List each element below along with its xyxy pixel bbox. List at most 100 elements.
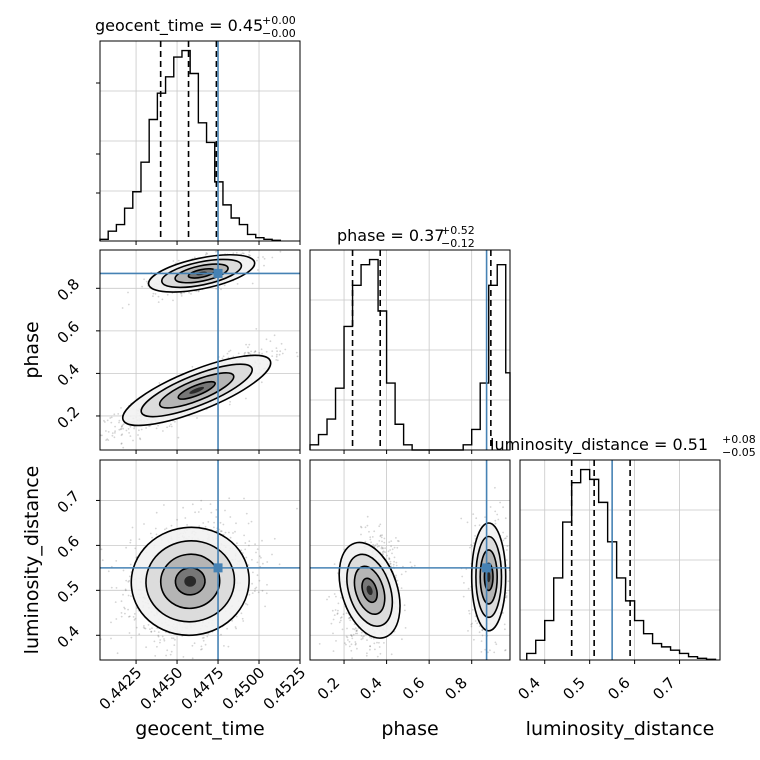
panel-frame	[519, 459, 721, 661]
sample-point	[489, 506, 492, 508]
sample-point	[279, 250, 282, 253]
sample-point	[489, 649, 491, 652]
sample-point	[255, 551, 257, 554]
sample-point	[253, 351, 256, 354]
sample-point	[248, 251, 251, 253]
sample-point	[234, 530, 236, 533]
panel-frame	[99, 40, 301, 242]
title-phase-plus: +0.52	[441, 224, 475, 237]
sample-point	[127, 291, 129, 294]
sample-point	[200, 508, 203, 510]
sample-point	[366, 639, 368, 641]
sample-point	[378, 525, 381, 528]
sample-point	[466, 521, 469, 524]
sample-point	[255, 328, 258, 330]
sample-point	[127, 615, 130, 618]
sample-point	[265, 592, 268, 595]
sample-point	[247, 352, 250, 355]
sample-point	[278, 353, 281, 356]
sample-point	[244, 548, 247, 551]
sample-point	[150, 630, 153, 633]
sample-point	[161, 635, 164, 638]
sample-point	[504, 537, 507, 539]
sample-point	[496, 513, 499, 516]
sample-point	[332, 618, 335, 621]
sample-point	[346, 636, 349, 639]
sample-point	[378, 545, 380, 548]
sample-point	[143, 625, 145, 627]
sample-point	[376, 641, 378, 644]
sample-point	[206, 252, 209, 255]
sample-point	[393, 556, 396, 559]
sample-point	[503, 623, 506, 626]
sample-point	[107, 570, 110, 573]
sample-point	[360, 635, 363, 637]
sample-point	[476, 622, 479, 625]
sample-point	[360, 526, 363, 529]
sample-point	[229, 349, 232, 352]
sample-point	[245, 397, 247, 400]
sample-point	[366, 524, 369, 527]
sample-point	[251, 582, 254, 585]
sample-point	[214, 250, 217, 253]
sample-point	[220, 288, 222, 291]
sample-point	[110, 637, 112, 640]
sample-point	[118, 428, 121, 431]
sample-point	[360, 631, 363, 634]
sample-point	[271, 553, 273, 556]
sample-point	[207, 521, 210, 523]
sample-point	[330, 622, 333, 625]
sample-point	[380, 546, 383, 548]
sample-point	[339, 619, 342, 622]
sample-point	[130, 636, 133, 639]
sample-point	[378, 540, 381, 542]
sample-point	[117, 413, 120, 415]
sample-point	[256, 548, 259, 550]
sample-point	[159, 641, 161, 644]
sample-point	[378, 646, 381, 648]
sample-point	[127, 594, 130, 597]
sample-point	[210, 511, 213, 514]
sample-point	[494, 486, 496, 489]
sample-point	[278, 563, 281, 566]
sample-point	[110, 421, 113, 424]
sample-point	[502, 539, 505, 542]
sample-point	[228, 403, 231, 406]
sample-point	[248, 352, 251, 354]
sample-point	[110, 416, 113, 419]
sample-point	[204, 643, 207, 646]
sample-point	[276, 350, 278, 353]
sample-point	[350, 634, 353, 637]
sample-point	[374, 648, 376, 651]
sample-point	[144, 627, 147, 630]
sample-point	[409, 561, 412, 564]
sample-point	[391, 552, 393, 555]
joint-panel-phase-luminosity-distance	[309, 459, 511, 664]
ylabel-phase: phase	[21, 321, 43, 378]
sample-point	[221, 357, 224, 360]
sample-point	[384, 551, 386, 554]
sample-point	[122, 423, 125, 426]
sample-point	[271, 355, 274, 357]
sample-point	[150, 630, 153, 633]
sample-point	[122, 427, 124, 430]
sample-point	[236, 542, 238, 545]
sample-point	[387, 550, 390, 553]
sample-point	[345, 643, 347, 646]
sample-point	[383, 537, 386, 540]
sample-point	[481, 634, 484, 637]
sample-point	[379, 523, 382, 526]
sample-point	[336, 612, 339, 615]
sample-point	[380, 536, 383, 539]
sample-point	[145, 280, 148, 283]
sample-point	[138, 429, 140, 432]
sample-point	[368, 530, 370, 533]
sample-point	[200, 645, 203, 648]
sample-point	[231, 619, 234, 622]
sample-point	[155, 533, 158, 536]
sample-point	[382, 550, 385, 553]
sample-point	[176, 518, 179, 521]
sample-point	[271, 350, 274, 352]
sample-point	[254, 350, 257, 353]
sample-point	[191, 365, 194, 368]
